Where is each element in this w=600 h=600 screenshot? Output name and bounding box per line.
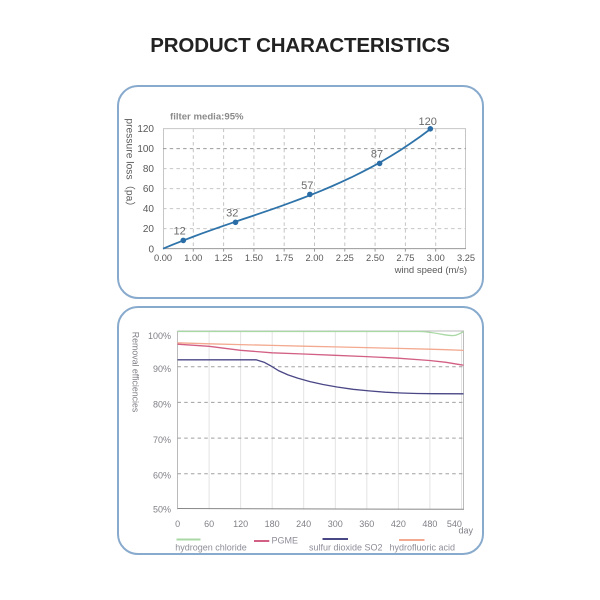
svg-text:2.75: 2.75 <box>396 253 414 263</box>
svg-text:32: 32 <box>226 208 238 220</box>
svg-text:80%: 80% <box>153 399 171 409</box>
svg-text:240: 240 <box>296 519 311 529</box>
svg-text:Removal efficiencies: Removal efficiencies <box>131 332 141 413</box>
svg-text:2.00: 2.00 <box>305 253 323 263</box>
svg-text:0: 0 <box>175 519 180 529</box>
svg-text:50%: 50% <box>153 505 171 515</box>
svg-text:60%: 60% <box>153 471 171 481</box>
svg-text:57: 57 <box>301 180 313 192</box>
svg-text:1.75: 1.75 <box>275 253 293 263</box>
svg-text:420: 420 <box>391 519 406 529</box>
svg-text:20: 20 <box>143 224 155 235</box>
svg-text:pressure loss（pa）: pressure loss（pa） <box>124 118 136 211</box>
svg-text:12: 12 <box>173 226 185 238</box>
svg-text:PGME: PGME <box>272 536 299 546</box>
svg-text:2.25: 2.25 <box>336 253 354 263</box>
svg-text:300: 300 <box>328 519 343 529</box>
svg-text:180: 180 <box>265 519 280 529</box>
svg-text:0.00: 0.00 <box>154 253 172 263</box>
svg-text:120: 120 <box>137 124 154 135</box>
svg-text:hydrogen chloride: hydrogen chloride <box>175 543 247 553</box>
svg-text:1.50: 1.50 <box>245 253 263 263</box>
svg-text:120: 120 <box>419 116 437 128</box>
svg-text:540: 540 <box>447 519 462 529</box>
svg-text:80: 80 <box>143 164 155 175</box>
svg-text:1.25: 1.25 <box>215 253 233 263</box>
svg-text:360: 360 <box>359 519 374 529</box>
svg-text:60: 60 <box>143 184 155 195</box>
svg-text:3.00: 3.00 <box>427 253 445 263</box>
svg-text:wind speed (m/s): wind speed (m/s) <box>394 265 467 276</box>
svg-text:2.50: 2.50 <box>366 253 384 263</box>
svg-text:day: day <box>459 526 474 536</box>
svg-text:70%: 70% <box>153 435 171 445</box>
svg-text:0: 0 <box>148 244 154 255</box>
svg-text:480: 480 <box>422 519 437 529</box>
svg-text:87: 87 <box>371 149 383 161</box>
svg-text:100%: 100% <box>148 331 171 341</box>
svg-text:hydrofluoric acid: hydrofluoric acid <box>390 543 456 553</box>
svg-text:120: 120 <box>233 519 248 529</box>
svg-text:filter media:95%: filter media:95% <box>170 112 244 123</box>
svg-text:1.00: 1.00 <box>184 253 202 263</box>
svg-text:60: 60 <box>204 519 214 529</box>
svg-text:90%: 90% <box>153 364 171 374</box>
svg-text:3.25: 3.25 <box>457 253 475 263</box>
svg-text:40: 40 <box>143 204 155 215</box>
svg-text:sulfur dioxide SO2: sulfur dioxide SO2 <box>309 543 383 553</box>
svg-text:100: 100 <box>137 144 154 155</box>
